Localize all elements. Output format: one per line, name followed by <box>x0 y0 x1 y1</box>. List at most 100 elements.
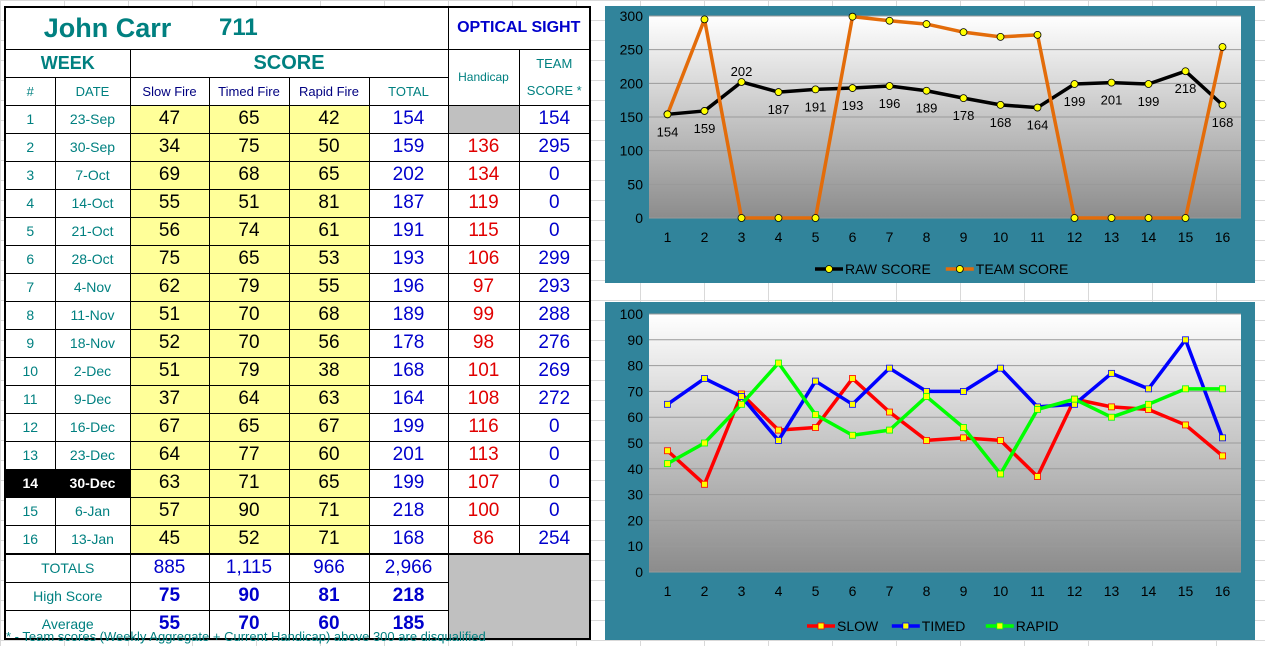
cell-team[interactable]: 0 <box>518 468 591 498</box>
cell-num[interactable]: 15 <box>4 496 56 526</box>
cell-num[interactable]: 5 <box>4 216 56 246</box>
cell-rapid[interactable]: 60 <box>288 440 370 470</box>
cell-handicap[interactable] <box>447 104 520 134</box>
cell-rapid[interactable]: 42 <box>288 104 370 134</box>
cell-total[interactable]: 168 <box>368 524 449 554</box>
summary-rapid[interactable]: 966 <box>288 552 370 583</box>
cell-date[interactable]: 28-Oct <box>54 244 131 274</box>
cell-team[interactable]: 276 <box>518 328 591 358</box>
cell-total[interactable]: 154 <box>368 104 449 134</box>
cell-slow[interactable]: 51 <box>129 300 210 330</box>
cell-handicap[interactable]: 113 <box>447 440 520 470</box>
cell-num[interactable]: 14 <box>4 468 56 498</box>
cell-total[interactable]: 193 <box>368 244 449 274</box>
cell-timed[interactable]: 65 <box>208 412 290 442</box>
cell-slow[interactable]: 67 <box>129 412 210 442</box>
cell-num[interactable]: 11 <box>4 384 56 414</box>
cell-timed[interactable]: 70 <box>208 328 290 358</box>
cell-total[interactable]: 159 <box>368 132 449 162</box>
cell-rapid[interactable]: 63 <box>288 384 370 414</box>
cell-date[interactable]: 2-Dec <box>54 356 131 386</box>
cell-slow[interactable]: 51 <box>129 356 210 386</box>
summary-rapid[interactable]: 81 <box>288 581 370 611</box>
cell-timed[interactable]: 68 <box>208 160 290 190</box>
cell-slow[interactable]: 37 <box>129 384 210 414</box>
cell-timed[interactable]: 65 <box>208 104 290 134</box>
cell-handicap[interactable]: 108 <box>447 384 520 414</box>
cell-timed[interactable]: 74 <box>208 216 290 246</box>
cell-team[interactable]: 295 <box>518 132 591 162</box>
cell-handicap[interactable]: 134 <box>447 160 520 190</box>
cell-handicap[interactable]: 115 <box>447 216 520 246</box>
cell-slow[interactable]: 64 <box>129 440 210 470</box>
cell-total[interactable]: 168 <box>368 356 449 386</box>
summary-slow[interactable]: 55 <box>129 609 210 640</box>
cell-handicap[interactable]: 101 <box>447 356 520 386</box>
cell-date[interactable]: 9-Dec <box>54 384 131 414</box>
cell-handicap[interactable]: 106 <box>447 244 520 274</box>
cell-rapid[interactable]: 53 <box>288 244 370 274</box>
cell-total[interactable]: 164 <box>368 384 449 414</box>
cell-slow[interactable]: 34 <box>129 132 210 162</box>
cell-rapid[interactable]: 71 <box>288 524 370 554</box>
cell-slow[interactable]: 69 <box>129 160 210 190</box>
cell-num[interactable]: 8 <box>4 300 56 330</box>
cell-date[interactable]: 14-Oct <box>54 188 131 218</box>
cell-num[interactable]: 9 <box>4 328 56 358</box>
summary-slow[interactable]: 75 <box>129 581 210 611</box>
cell-total[interactable]: 191 <box>368 216 449 246</box>
cell-team[interactable]: 0 <box>518 188 591 218</box>
cell-date[interactable]: 6-Jan <box>54 496 131 526</box>
cell-handicap[interactable]: 97 <box>447 272 520 302</box>
cell-num[interactable]: 3 <box>4 160 56 190</box>
cell-total[interactable]: 201 <box>368 440 449 470</box>
summary-total[interactable]: 185 <box>368 609 449 640</box>
cell-num[interactable]: 1 <box>4 104 56 134</box>
cell-date[interactable]: 16-Dec <box>54 412 131 442</box>
cell-slow[interactable]: 63 <box>129 468 210 498</box>
cell-team[interactable]: 293 <box>518 272 591 302</box>
cell-timed[interactable]: 51 <box>208 188 290 218</box>
cell-rapid[interactable]: 50 <box>288 132 370 162</box>
cell-rapid[interactable]: 56 <box>288 328 370 358</box>
cell-timed[interactable]: 71 <box>208 468 290 498</box>
cell-timed[interactable]: 64 <box>208 384 290 414</box>
cell-team[interactable]: 154 <box>518 104 591 134</box>
summary-total[interactable]: 218 <box>368 581 449 611</box>
cell-total[interactable]: 218 <box>368 496 449 526</box>
cell-handicap[interactable]: 136 <box>447 132 520 162</box>
cell-timed[interactable]: 79 <box>208 356 290 386</box>
cell-num[interactable]: 16 <box>4 524 56 554</box>
cell-team[interactable]: 254 <box>518 524 591 554</box>
summary-slow[interactable]: 885 <box>129 552 210 583</box>
cell-rapid[interactable]: 71 <box>288 496 370 526</box>
cell-team[interactable]: 0 <box>518 216 591 246</box>
cell-team[interactable]: 269 <box>518 356 591 386</box>
summary-timed[interactable]: 1,115 <box>208 552 290 583</box>
cell-team[interactable]: 0 <box>518 440 591 470</box>
cell-rapid[interactable]: 65 <box>288 468 370 498</box>
cell-slow[interactable]: 57 <box>129 496 210 526</box>
cell-timed[interactable]: 77 <box>208 440 290 470</box>
cell-handicap[interactable]: 99 <box>447 300 520 330</box>
cell-timed[interactable]: 52 <box>208 524 290 554</box>
cell-total[interactable]: 189 <box>368 300 449 330</box>
cell-date[interactable]: 13-Jan <box>54 524 131 554</box>
cell-num[interactable]: 2 <box>4 132 56 162</box>
cell-rapid[interactable]: 65 <box>288 160 370 190</box>
cell-slow[interactable]: 56 <box>129 216 210 246</box>
cell-slow[interactable]: 62 <box>129 272 210 302</box>
cell-rapid[interactable]: 38 <box>288 356 370 386</box>
summary-rapid[interactable]: 60 <box>288 609 370 640</box>
cell-handicap[interactable]: 86 <box>447 524 520 554</box>
cell-date[interactable]: 18-Nov <box>54 328 131 358</box>
cell-num[interactable]: 6 <box>4 244 56 274</box>
cell-rapid[interactable]: 61 <box>288 216 370 246</box>
cell-date[interactable]: 23-Sep <box>54 104 131 134</box>
cell-num[interactable]: 4 <box>4 188 56 218</box>
cell-team[interactable]: 0 <box>518 496 591 526</box>
cell-timed[interactable]: 65 <box>208 244 290 274</box>
cell-handicap[interactable]: 98 <box>447 328 520 358</box>
cell-timed[interactable]: 70 <box>208 300 290 330</box>
cell-rapid[interactable]: 67 <box>288 412 370 442</box>
